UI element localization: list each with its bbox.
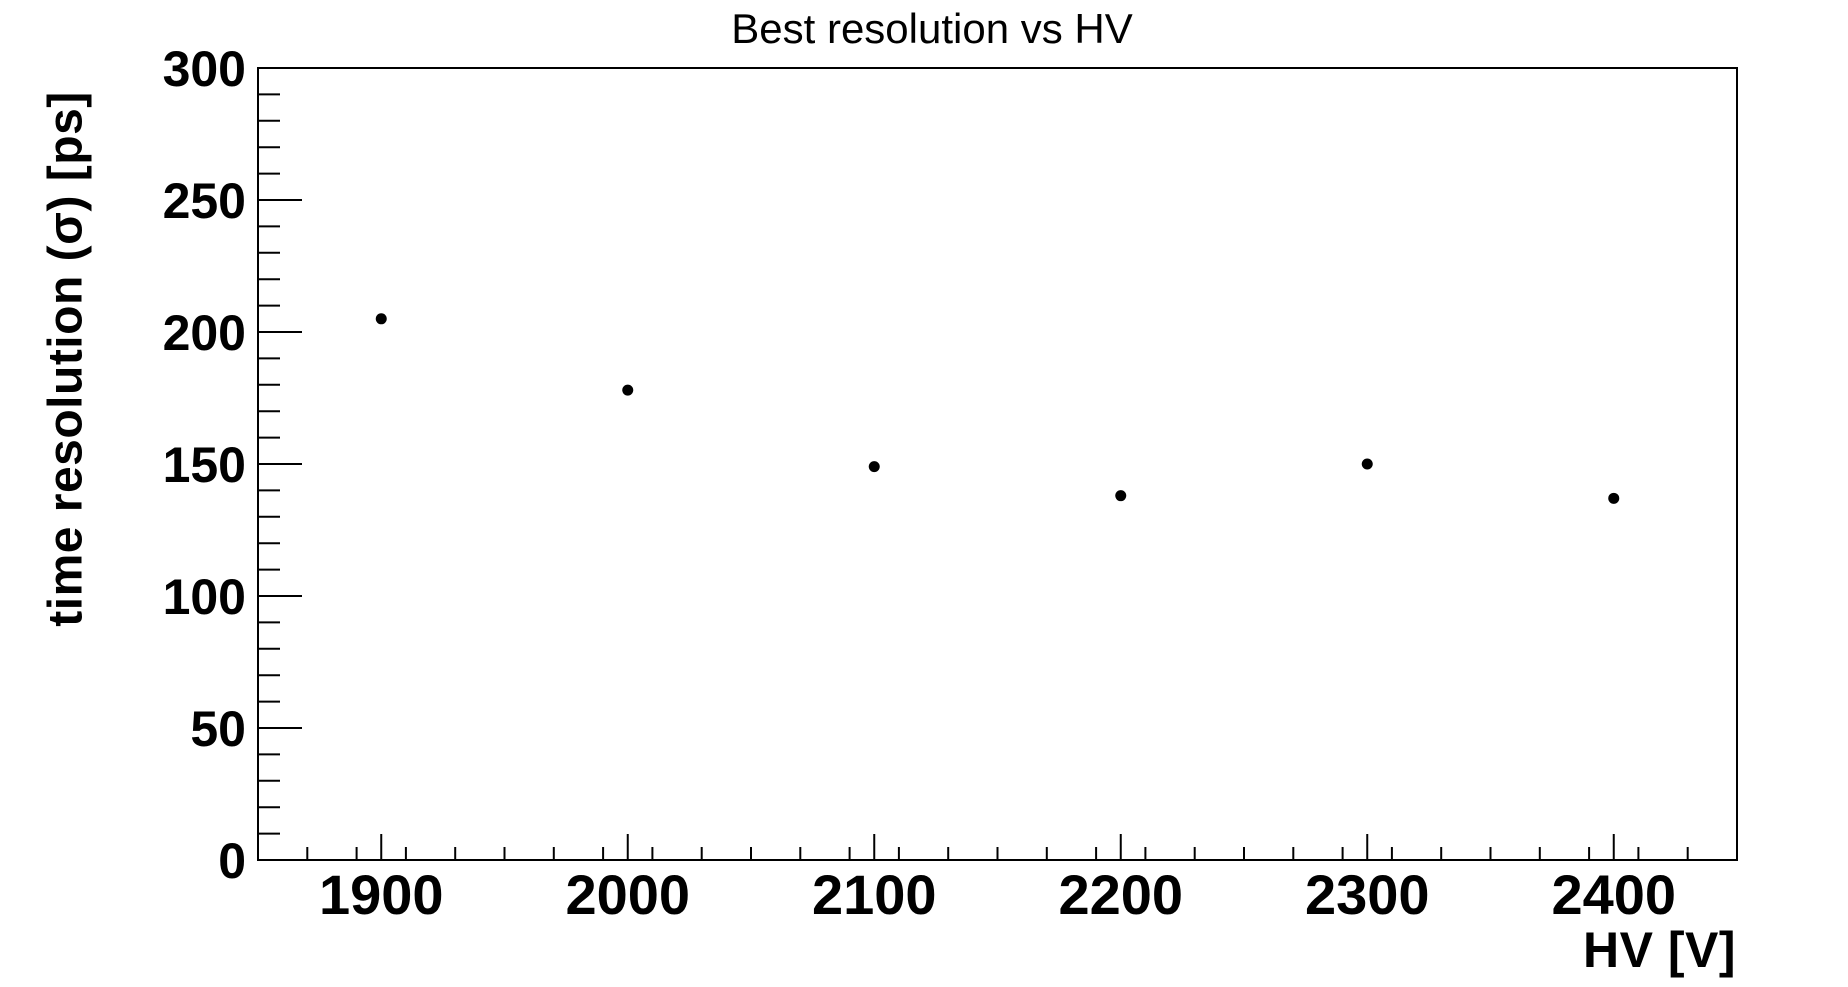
y-tick-label: 100 bbox=[163, 569, 246, 625]
x-tick-label: 2100 bbox=[812, 863, 937, 926]
y-tick-label: 0 bbox=[218, 833, 246, 889]
x-axis-title: HV [V] bbox=[1583, 922, 1736, 978]
plot-frame bbox=[257, 67, 1738, 861]
y-tick-label: 150 bbox=[163, 437, 246, 493]
y-tick-label: 250 bbox=[163, 173, 246, 229]
y-tick-label: 300 bbox=[163, 41, 246, 97]
x-tick-label: 2300 bbox=[1305, 863, 1430, 926]
x-tick-label: 2400 bbox=[1551, 863, 1676, 926]
data-point bbox=[1608, 492, 1620, 504]
chart-title: Best resolution vs HV bbox=[731, 5, 1133, 52]
data-point bbox=[1115, 490, 1127, 502]
data-point bbox=[868, 461, 880, 473]
x-tick-label: 2000 bbox=[565, 863, 690, 926]
data-point bbox=[1361, 458, 1373, 470]
data-point bbox=[622, 384, 634, 396]
data-point bbox=[375, 313, 387, 325]
x-tick-label: 1900 bbox=[319, 863, 444, 926]
y-tick-label: 50 bbox=[190, 701, 246, 757]
y-tick-label: 200 bbox=[163, 305, 246, 361]
x-tick-label: 2200 bbox=[1058, 863, 1183, 926]
